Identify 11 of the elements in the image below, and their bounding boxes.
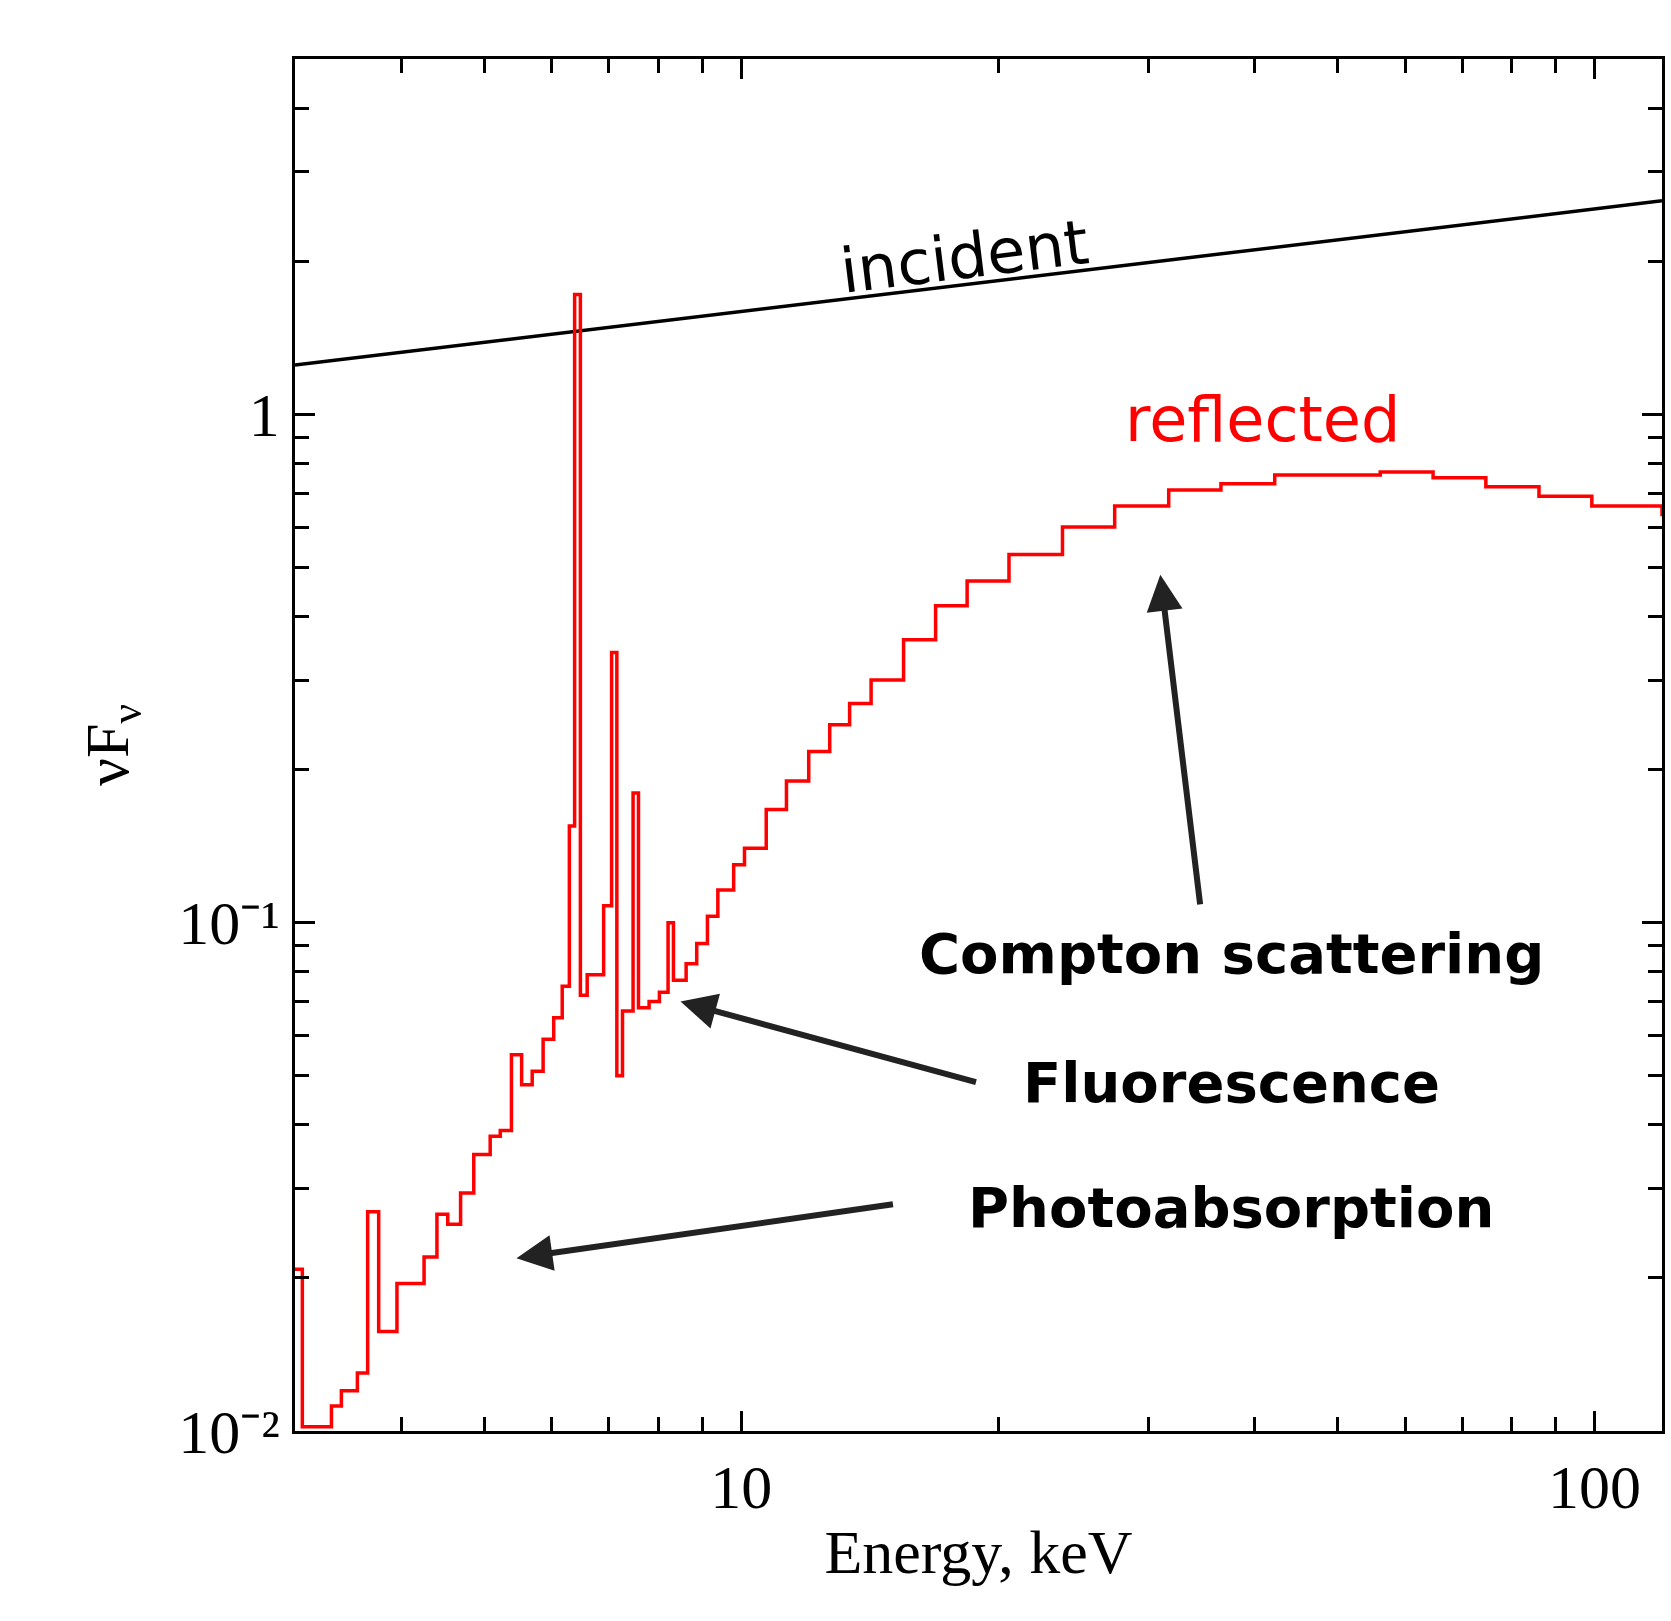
y-tick-label: 1 <box>248 381 280 450</box>
text: incident <box>836 205 1093 308</box>
annotation: Compton scattering <box>919 921 1545 986</box>
x-axis-title: Energy, keV <box>824 1518 1133 1587</box>
x-tick-label: 10 <box>710 1453 773 1522</box>
annotation: Photoabsorption <box>968 1175 1495 1240</box>
y-tick-label: 10⁻² <box>178 1397 280 1466</box>
y-tick-label: 10⁻¹ <box>178 889 280 958</box>
x-tick-label: 100 <box>1547 1453 1641 1522</box>
annotation: Fluorescence <box>1023 1050 1440 1115</box>
series-label: reflected <box>1125 383 1401 456</box>
